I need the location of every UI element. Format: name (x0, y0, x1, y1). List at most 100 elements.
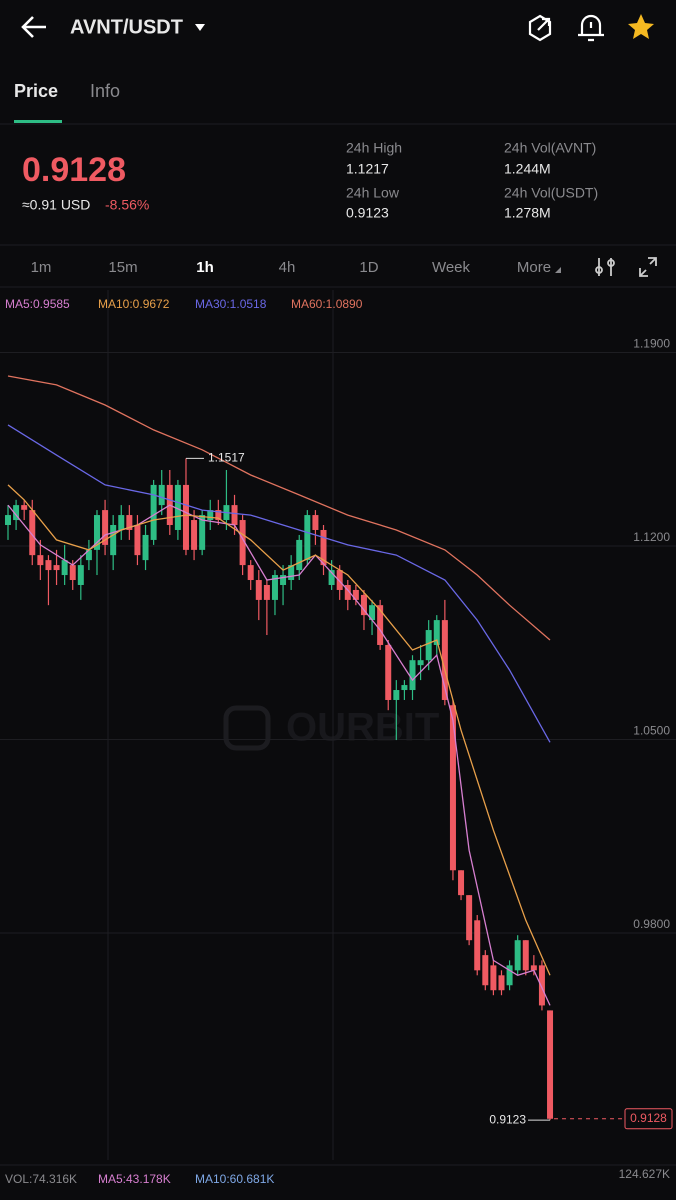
alert-icon[interactable] (578, 14, 604, 42)
stat-label: 24h High (346, 140, 402, 156)
candle-body (458, 870, 465, 896)
volume-axis-max: 124.627K (619, 1167, 670, 1181)
ma-legend: MA5:0.9585 (5, 297, 70, 311)
candle-body (433, 620, 440, 645)
tab-indicator (14, 120, 62, 123)
candle-body (417, 660, 424, 666)
ma-legend: MA60:1.0890 (291, 297, 363, 311)
candle-body (336, 570, 343, 590)
candle-body (182, 484, 189, 550)
indicator-icon[interactable] (595, 258, 615, 276)
candle-body (150, 484, 157, 540)
stat-label: 24h Vol(USDT) (504, 185, 598, 201)
candle-body (360, 594, 367, 616)
candle-body (466, 895, 473, 941)
last-price-box (624, 1108, 673, 1130)
interval-tab[interactable]: 1h (196, 259, 214, 276)
candle-body (231, 505, 238, 526)
volume-ma5: MA5:43.178K (98, 1172, 171, 1186)
share-icon[interactable] (528, 14, 552, 42)
pair-title[interactable]: AVNT/USDT (70, 16, 183, 38)
y-tick-label: 1.1900 (633, 337, 670, 351)
interval-tab[interactable]: 15m (108, 259, 137, 276)
candle-body (320, 529, 327, 566)
y-tick-label: 0.9800 (633, 917, 670, 931)
ma-line (7, 375, 551, 641)
candle-body (482, 955, 489, 986)
candle-body (215, 510, 222, 521)
candle-body (296, 539, 303, 571)
candle-body (53, 565, 60, 571)
candle-body (385, 644, 392, 700)
high-marker-label: 1.1517 (208, 451, 245, 465)
candle-body (199, 515, 206, 550)
candle-body (102, 510, 109, 545)
tab-info[interactable]: Info (90, 81, 120, 101)
candle-body (174, 484, 181, 530)
change-percent: -8.56% (105, 197, 149, 213)
candle-body (441, 620, 448, 700)
plot: 1.1900 1.1200 1.0500 0.9800 1.1517 0.9123 0.91… (0, 337, 676, 1130)
candle-body (328, 570, 335, 585)
back-button[interactable] (21, 16, 46, 38)
stat-label: 24h Low (346, 185, 400, 201)
candle-body (263, 584, 270, 600)
watermark: OURBIT (286, 706, 439, 750)
candle-body (425, 630, 432, 661)
watermark-logo (223, 705, 271, 751)
candle-body (110, 525, 117, 556)
ma-line (7, 424, 551, 743)
candle-body (118, 515, 125, 530)
candle-body (45, 560, 52, 571)
candle-body (547, 1010, 554, 1119)
candle-body (409, 660, 416, 691)
stat-value: 1.1217 (346, 161, 389, 177)
candle-body (401, 685, 408, 691)
candle-body (5, 515, 11, 526)
interval-tab[interactable]: 1m (31, 259, 52, 276)
candle-body (93, 515, 100, 550)
candle-body (158, 484, 165, 506)
candle-body (393, 690, 400, 700)
candle-body (506, 965, 513, 986)
candle-body (344, 584, 351, 600)
candle-body (37, 555, 44, 566)
stat-label: 24h Vol(AVNT) (504, 140, 596, 156)
candle-body (85, 549, 92, 561)
interval-tab[interactable]: More (517, 259, 551, 276)
fullscreen-icon[interactable] (639, 257, 657, 277)
pair-dropdown[interactable] (195, 24, 205, 31)
candle-body (29, 510, 36, 556)
candle-body (61, 560, 68, 576)
last-price: 0.9128 (22, 151, 126, 189)
candle-body (369, 605, 376, 621)
candle-body (522, 940, 529, 971)
y-tick-label: 1.1200 (633, 530, 670, 544)
favorite-star[interactable] (628, 14, 654, 39)
candle-body (207, 510, 214, 521)
last-price-label: 0.9128 (630, 1111, 667, 1125)
usd-approx: ≈0.91 USD (22, 197, 90, 213)
tab-price[interactable]: Price (14, 81, 58, 101)
candle-body (77, 565, 84, 585)
interval-tab[interactable]: 1D (359, 259, 378, 276)
ma-legend: MA10:0.9672 (98, 297, 170, 311)
volume-label: VOL:74.316K (5, 1172, 77, 1186)
candle-body (21, 505, 28, 510)
interval-tab[interactable]: 4h (279, 259, 296, 276)
candle-body (271, 575, 278, 600)
candle-body (247, 565, 254, 581)
low-marker-label: 0.9123 (489, 1112, 526, 1126)
volume-ma10: MA10:60.681K (195, 1172, 274, 1186)
ma-legend: MA30:1.0518 (195, 297, 267, 311)
interval-tab[interactable]: Week (432, 259, 471, 276)
candle-body (288, 565, 295, 581)
stat-value: 1.278M (504, 205, 551, 221)
candle-body (191, 520, 198, 550)
candle-body (538, 965, 545, 1006)
stat-value: 0.9123 (346, 205, 389, 221)
candle-body (312, 515, 319, 530)
ma-line (7, 484, 551, 976)
candle-body (304, 515, 311, 561)
candle-body (530, 965, 537, 971)
